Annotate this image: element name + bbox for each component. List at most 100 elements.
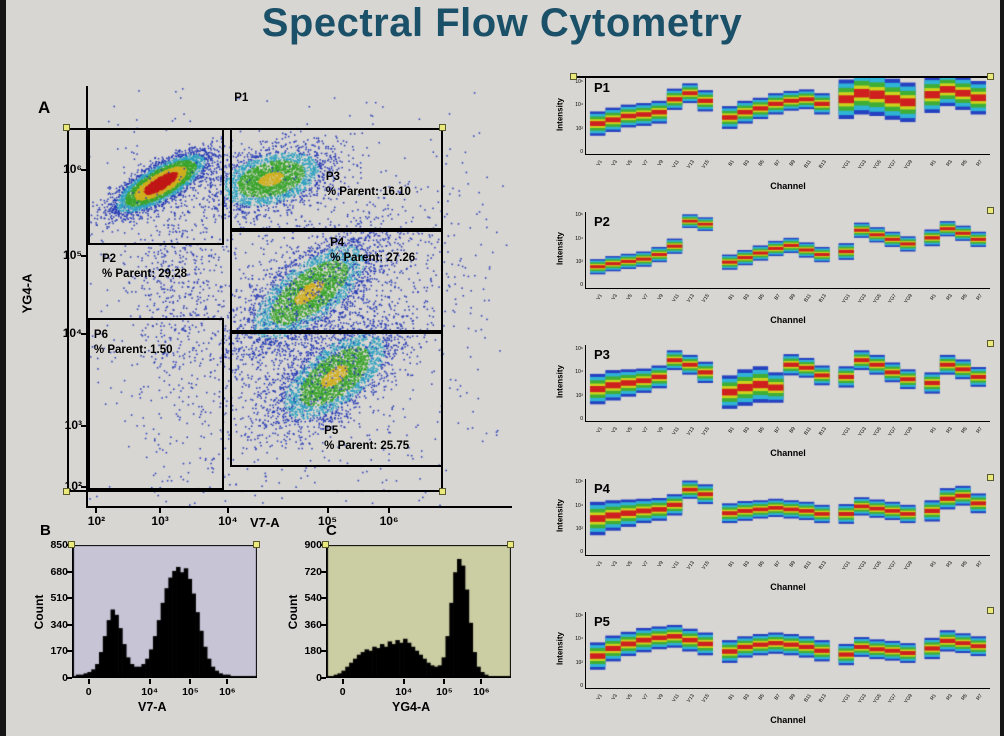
gate-handle[interactable] xyxy=(68,541,75,548)
channel-tick-label: YG9 xyxy=(903,559,914,572)
spectral-plot-frame xyxy=(585,345,990,422)
hist-y-tick: 0 xyxy=(62,672,68,684)
channel-tick-label: YG9 xyxy=(903,426,914,438)
gate-handle[interactable] xyxy=(987,206,994,214)
gate-p6[interactable] xyxy=(88,317,225,491)
spectral-y-tick: 10⁶ xyxy=(575,78,583,85)
figure-title: Spectral Flow Cytometry xyxy=(261,1,743,45)
gate-handle[interactable] xyxy=(987,73,994,80)
hist-x-tick: 10⁶ xyxy=(219,686,236,698)
spectral-canvas-p1[interactable] xyxy=(586,78,990,154)
gate-handle[interactable] xyxy=(570,73,577,80)
spectral-canvas-p3[interactable] xyxy=(586,345,990,421)
panel-a-x-tickmark xyxy=(226,507,229,513)
panel-a-x-axis-label: V7-A xyxy=(250,515,280,530)
hist-x-tickmark xyxy=(402,679,405,684)
spectral-y-tick: 10⁴ xyxy=(575,636,583,643)
hist-y-tick: 510 xyxy=(50,592,68,605)
hist-y-tickmark xyxy=(321,677,326,679)
hist-x-tickmark xyxy=(189,679,192,684)
hist-y-tickmark xyxy=(321,650,326,653)
gate-p4[interactable] xyxy=(230,230,443,333)
gate-handle[interactable] xyxy=(987,340,994,347)
gate-handle[interactable] xyxy=(987,607,994,614)
gate-label-p3: P3 % Parent: 16.10 xyxy=(325,171,411,198)
spectral-y-tick: 10⁶ xyxy=(575,212,583,219)
spectral-y-axis-label: Intensity xyxy=(555,632,565,665)
channel-tick-label: R1 xyxy=(929,426,939,435)
hist-x-tickmark xyxy=(480,679,483,684)
panel-a-x-tick: 10⁴ xyxy=(218,514,238,528)
gate-p3[interactable] xyxy=(230,128,443,231)
panel-c-histogram-canvas[interactable] xyxy=(326,545,511,678)
spectral-y-tick: 10² xyxy=(575,659,583,666)
spectral-canvas-p2[interactable] xyxy=(586,211,990,288)
channel-tick-label: V15 xyxy=(701,292,712,304)
channel-tick-label: R7 xyxy=(975,693,985,702)
spectral-y-axis-label: Intensity xyxy=(555,231,565,265)
hist-y-tickmark xyxy=(321,570,326,573)
panel-c-y-axis-label: Count xyxy=(286,594,300,630)
spectral-y-tick: 10² xyxy=(575,526,583,533)
spectral-y-tick: 10² xyxy=(575,259,583,266)
spectral-y-tick: 10⁶ xyxy=(575,612,583,619)
channel-tick-label: R1 xyxy=(929,159,939,168)
spectral-y-tick: 0 xyxy=(580,682,583,689)
gate-handle[interactable] xyxy=(507,541,514,548)
hist-y-tickmark xyxy=(321,623,326,626)
gate-handle[interactable] xyxy=(253,541,260,548)
hist-y-tick: 340 xyxy=(50,618,68,631)
channel-tick-label: R7 xyxy=(975,426,985,435)
spectral-panel-title: P2 xyxy=(594,213,610,229)
channel-tick-label: YG9 xyxy=(903,292,914,305)
channel-tick-label: V15 xyxy=(701,426,712,437)
gate-handle[interactable] xyxy=(438,124,446,131)
gate-handle[interactable] xyxy=(322,541,329,548)
panel-a-y-axis-label: YG4-A xyxy=(19,273,35,314)
hist-x-tickmark xyxy=(148,679,151,684)
spectral-x-axis-label: Channel xyxy=(770,181,806,191)
spectral-y-tick: 10⁴ xyxy=(575,235,583,242)
channel-tick-label: YG9 xyxy=(903,159,914,171)
hist-y-tick: 720 xyxy=(304,565,322,578)
spectral-y-tick: 10⁶ xyxy=(575,345,583,352)
spectral-panel-title: P1 xyxy=(594,80,610,95)
panel-b-histogram-canvas[interactable] xyxy=(72,545,257,678)
panel-b-letter: B xyxy=(40,522,51,539)
panel-a-y-tickmark xyxy=(81,486,88,489)
panel-b-histogram: B Count V7-A 850 680 510 340 170 0 0 10⁴ 10⁵ 10⁶ xyxy=(28,522,280,736)
gate-p2[interactable] xyxy=(88,128,225,246)
spectral-y-tick: 0 xyxy=(580,549,583,556)
panel-a-letter: A xyxy=(38,98,51,117)
hist-y-tickmark xyxy=(67,570,72,573)
spectral-canvas-p5[interactable] xyxy=(586,612,990,688)
hist-y-tick: 680 xyxy=(50,565,68,578)
channel-tick-label: B9 xyxy=(788,693,798,702)
gate-p5[interactable] xyxy=(230,332,443,467)
channel-tick-label: V9 xyxy=(656,693,666,702)
gate-handle[interactable] xyxy=(987,473,994,481)
panel-a-x-tickmark xyxy=(388,507,391,513)
panel-a-x-tickmark xyxy=(326,507,329,513)
channel-tick-label: YG1 xyxy=(841,159,853,171)
gate-handle[interactable] xyxy=(438,488,446,496)
spectral-x-axis-label: Channel xyxy=(770,448,806,458)
channel-tick-label: V15 xyxy=(701,693,712,704)
spectral-y-tick: 10⁶ xyxy=(575,479,583,486)
channel-tick-label: YG1 xyxy=(841,693,853,705)
gate-handle[interactable] xyxy=(62,124,70,131)
spectral-canvas-p4[interactable] xyxy=(586,478,990,555)
panel-a-x-tickmark xyxy=(95,507,98,513)
spectral-panel-p2: P2 Intensity 10⁶ 10⁴ 10² 0 V1 V3 V5 V7 V9 V11 V13 V15… xyxy=(552,198,1002,331)
left-edge-bar xyxy=(0,0,6,736)
panel-a-y-tickmark xyxy=(81,332,88,335)
panel-b-y-axis-label: Count xyxy=(32,594,46,630)
spectral-y-tick: 10² xyxy=(575,392,583,399)
spectral-panel-title: P4 xyxy=(594,480,610,496)
spectral-y-tick: 0 xyxy=(580,415,583,422)
spectral-panel-title: P5 xyxy=(594,614,610,629)
gate-handle[interactable] xyxy=(62,488,70,496)
spectral-plot-frame xyxy=(585,211,990,289)
spectral-plot-frame xyxy=(585,612,990,689)
spectral-panel-p5: P5 Intensity 10⁶ 10⁴ 10² 0 V1 V3 V5 V7 V9 V11 V13 V15… xyxy=(552,598,1002,731)
